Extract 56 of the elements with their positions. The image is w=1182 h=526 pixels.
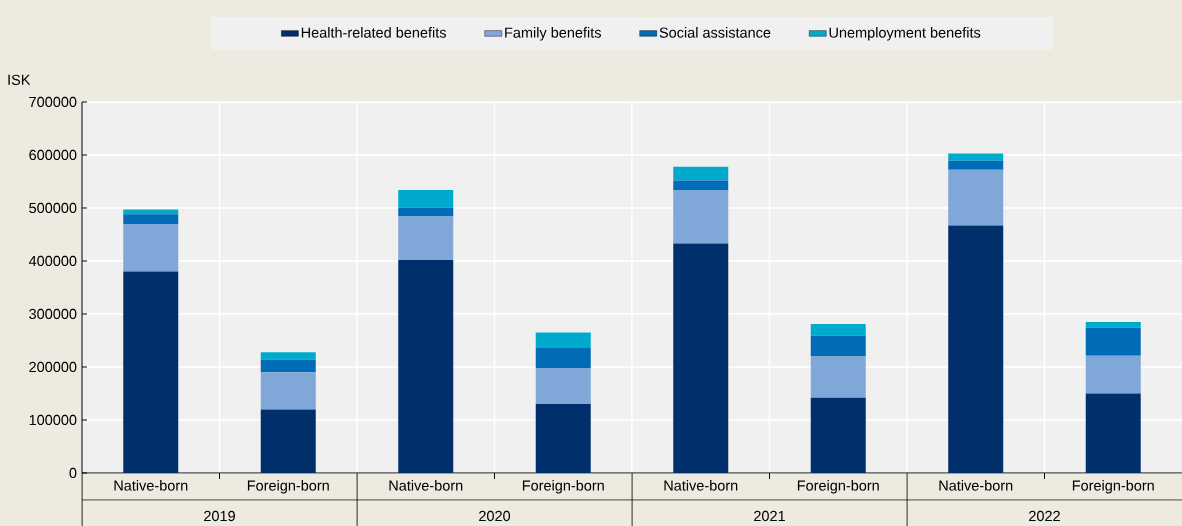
y-tick-label: 600000 [29, 149, 77, 161]
bar [810, 335, 866, 357]
y-tick-label: 400000 [28, 255, 77, 267]
bar [673, 190, 729, 244]
bar [810, 397, 866, 473]
x-tick-label: Foreign-born [522, 480, 604, 494]
bar [260, 409, 316, 473]
bar [673, 166, 729, 181]
bar [1085, 355, 1141, 394]
x-tick-label: Native-born [939, 480, 1013, 491]
y-tick-label: 200000 [29, 361, 77, 373]
bar [260, 359, 316, 373]
legend-label: Unemployment benefits [829, 27, 981, 41]
y-tick-label: 700000 [29, 96, 77, 108]
x-tick-label: Native-born [664, 480, 738, 491]
bar [673, 180, 729, 191]
bar [810, 356, 866, 398]
bar [535, 404, 591, 473]
y-tick-label: 0 [69, 467, 77, 479]
bar [673, 243, 729, 473]
bar [1085, 321, 1141, 328]
bar [398, 216, 454, 260]
bar [398, 207, 454, 217]
bar [398, 189, 454, 208]
bar [123, 271, 179, 473]
bar [260, 372, 316, 410]
bar [810, 324, 866, 336]
bar [948, 160, 1004, 170]
bar [123, 223, 179, 272]
bar [535, 347, 591, 369]
bar [948, 153, 1004, 161]
text: 2021 [754, 510, 785, 522]
bar [535, 368, 591, 405]
text: 2019 [204, 510, 235, 522]
bar [535, 332, 591, 348]
bar [1085, 393, 1141, 473]
bar [260, 352, 316, 360]
text: 2020 [479, 510, 511, 522]
bar [123, 214, 179, 224]
bar [398, 259, 454, 473]
bar [1085, 327, 1141, 356]
x-tick-label: Foreign-born [797, 480, 879, 494]
bar [948, 225, 1004, 473]
bar [948, 169, 1004, 226]
legend-label: Social assistance [659, 27, 771, 38]
y-tick-label: 100000 [29, 414, 77, 426]
legend-label: Family benefits [505, 27, 601, 41]
x-tick-label: Foreign-born [1072, 480, 1154, 494]
x-tick-label: Foreign-born [247, 480, 329, 494]
y-axis-title: ISK [8, 74, 31, 85]
text: 2022 [1029, 510, 1060, 522]
x-tick-label: Native-born [389, 480, 463, 491]
legend-label: Health-related benefits [301, 27, 446, 38]
y-tick-label: 300000 [29, 308, 77, 320]
y-tick-label: 500000 [29, 202, 77, 214]
x-tick-label: Native-born [114, 480, 188, 491]
